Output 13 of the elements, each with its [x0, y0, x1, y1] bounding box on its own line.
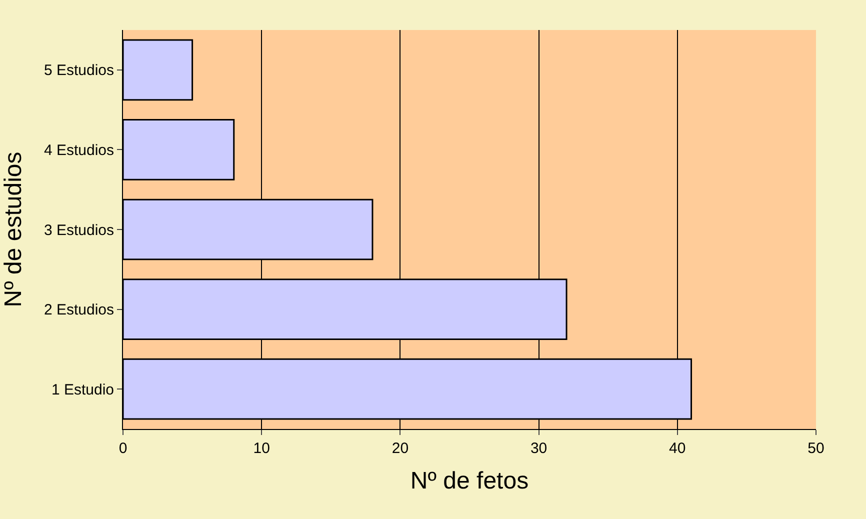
y-tick-label: 4 Estudios: [44, 142, 114, 159]
x-axis-title: Nº de fetos: [410, 467, 529, 494]
x-tick-label: 0: [118, 440, 128, 457]
x-tick-label: 10: [253, 440, 270, 457]
y-tick-label: 1 Estudio: [51, 381, 114, 398]
x-tick-label: 50: [808, 440, 824, 457]
y-tick-label: 2 Estudios: [44, 302, 114, 319]
y-tick-label: 5 Estudios: [44, 62, 114, 80]
x-tick-label: 30: [530, 440, 548, 457]
x-tick-label: 20: [392, 440, 409, 457]
y-axis-title: Nº de estudios: [0, 152, 28, 308]
y-tick-label: 3 Estudios: [44, 222, 114, 239]
x-tick-label: 40: [669, 440, 686, 457]
